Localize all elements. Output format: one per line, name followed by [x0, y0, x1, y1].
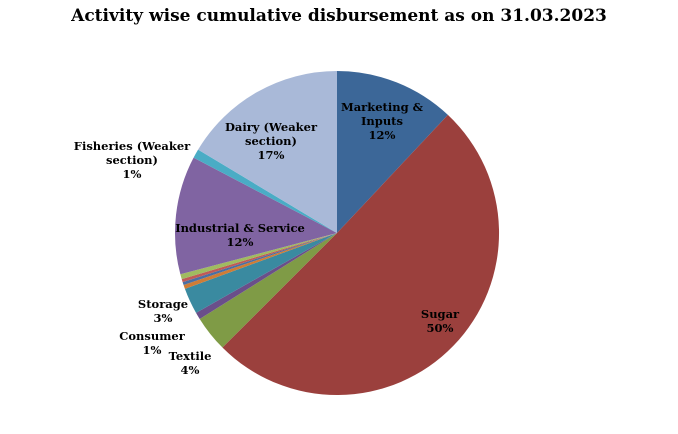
pie-slice [180, 233, 337, 280]
pie-slice [184, 233, 337, 313]
pie-slice [183, 233, 337, 289]
pie-slice [198, 71, 337, 233]
pie-slice [181, 233, 337, 283]
slice-data-label: Industrial & Service 12% [175, 221, 305, 249]
pie-slice [182, 233, 337, 285]
pie-slice [199, 233, 337, 348]
slice-data-label: Consumer 1% [119, 329, 186, 357]
slice-data-label: Textile 4% [169, 349, 212, 377]
slice-data-label: Fisheries (Weaker section) 1% [74, 139, 191, 181]
pie-slice [193, 149, 337, 233]
chart-title: Activity wise cumulative disbursement as… [71, 6, 607, 26]
slice-data-label: Dairy (Weaker section) 17% [225, 120, 318, 162]
slice-data-label: Sugar 50% [421, 307, 460, 335]
pie-slice [222, 114, 500, 396]
pie-slice [337, 71, 448, 233]
slice-data-label: Storage 3% [138, 297, 188, 325]
pie-slice [196, 233, 337, 319]
pie-slice [175, 157, 337, 275]
slice-data-label: Marketing & Inputs 12% [341, 100, 424, 142]
